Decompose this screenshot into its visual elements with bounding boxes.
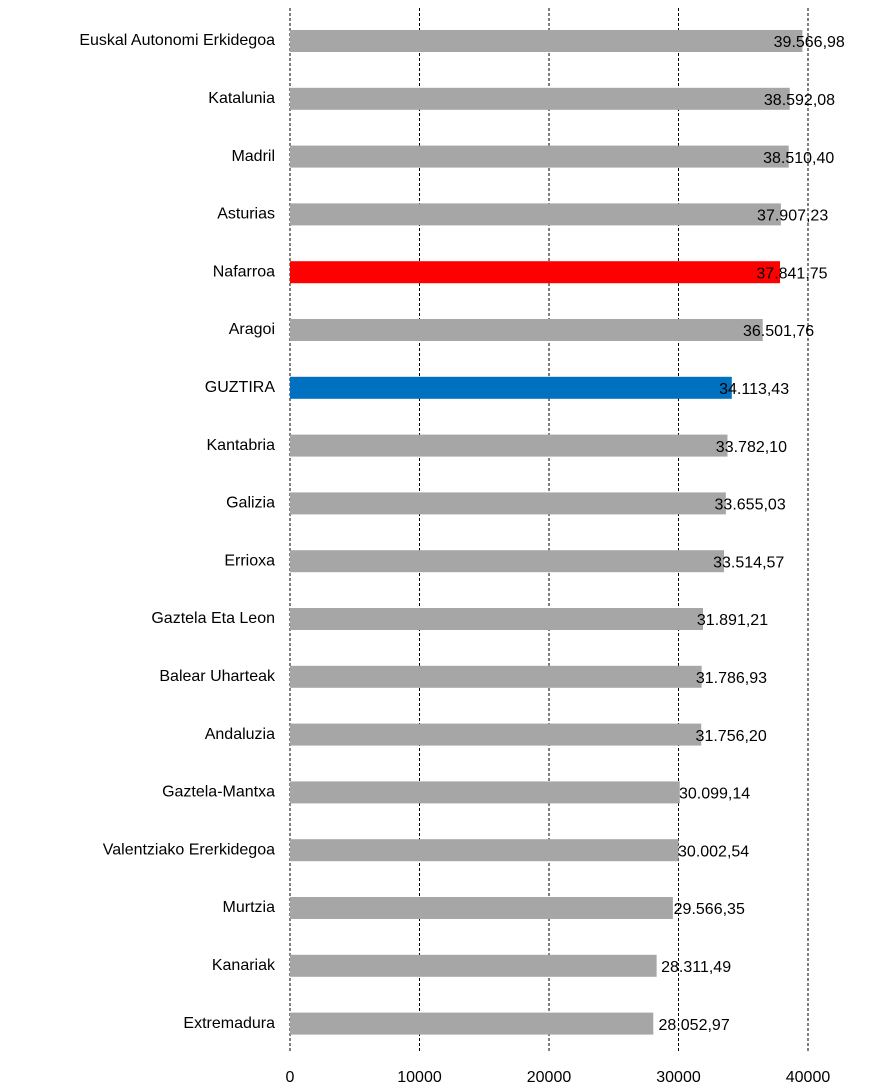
- value-label: 31.891,21: [697, 612, 768, 629]
- value-label: 31.756,20: [696, 728, 767, 745]
- value-label: 29.566,35: [674, 901, 745, 918]
- y-tick-label: Valentziako Ererkidegoa: [103, 841, 275, 858]
- bar: [290, 954, 657, 977]
- bar: [290, 1012, 654, 1035]
- x-tick-label: 0: [286, 1069, 295, 1086]
- value-label: 34.113,43: [719, 381, 789, 398]
- value-label: 31.786,93: [696, 670, 767, 687]
- value-label: 38.592,08: [764, 92, 835, 109]
- bar: [290, 550, 725, 573]
- bar: [290, 319, 763, 341]
- bar: [290, 665, 702, 688]
- value-label: 33.655,03: [715, 497, 786, 514]
- value-label: 37.841,75: [756, 265, 827, 282]
- y-tick-label: Madril: [231, 148, 275, 165]
- y-tick-label: Asturias: [217, 206, 275, 223]
- y-tick-label: Nafarroa: [213, 263, 275, 280]
- y-tick-label: Murtzia: [223, 899, 276, 916]
- bar: [290, 261, 781, 284]
- value-label: 37.907,23: [757, 208, 828, 225]
- bar: [290, 30, 803, 52]
- x-tick-label: 30000: [656, 1069, 701, 1086]
- bar: [290, 839, 679, 862]
- bar: [290, 434, 728, 457]
- bar: [290, 87, 790, 110]
- value-label: 36.501,76: [743, 323, 814, 340]
- value-label: 28.052,97: [659, 1017, 730, 1034]
- value-label: 39.566,98: [774, 34, 845, 51]
- value-label: 30.002,54: [678, 843, 749, 860]
- x-tick-label: 20000: [527, 1069, 572, 1086]
- bar: [290, 145, 789, 168]
- bar: [290, 781, 680, 804]
- y-tick-label: GUZTIRA: [205, 379, 276, 396]
- y-tick-label: Extremadura: [183, 1015, 275, 1032]
- bar: [290, 376, 732, 399]
- value-label: 30.099,14: [679, 786, 750, 803]
- bar: [290, 492, 726, 515]
- y-tick-label: Balear Uharteak: [159, 668, 276, 685]
- bar: [290, 897, 673, 919]
- value-label: 33.514,57: [713, 554, 784, 571]
- x-tick-label: 40000: [786, 1069, 831, 1086]
- value-label: 28.311,49: [661, 959, 731, 976]
- bar: [290, 608, 703, 630]
- y-tick-label: Aragoi: [229, 321, 275, 338]
- value-label: 33.782,10: [716, 439, 787, 456]
- y-tick-label: Kanariak: [212, 957, 276, 974]
- value-label: 38.510,40: [763, 150, 834, 167]
- y-tick-label: Euskal Autonomi Erkidegoa: [79, 32, 275, 49]
- bar: [290, 203, 781, 226]
- y-tick-label: Kantabria: [207, 437, 276, 454]
- y-tick-label: Andaluzia: [205, 726, 275, 743]
- bar: [290, 723, 702, 746]
- y-tick-label: Errioxa: [224, 552, 275, 569]
- y-tick-label: Galizia: [226, 495, 275, 512]
- x-tick-label: 10000: [397, 1069, 442, 1086]
- y-tick-label: Katalunia: [208, 90, 275, 107]
- y-tick-label: Gaztela Eta Leon: [151, 610, 275, 627]
- y-tick-label: Gaztela-Mantxa: [162, 784, 275, 801]
